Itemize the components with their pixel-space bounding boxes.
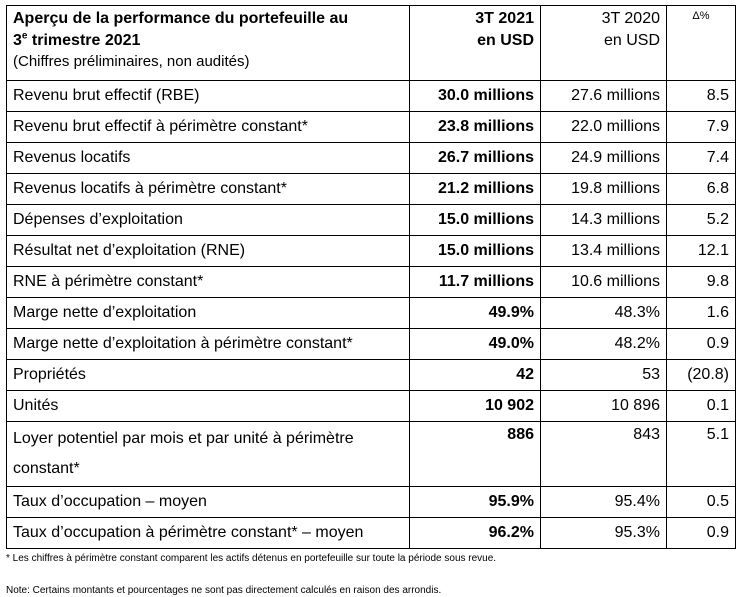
table-row: Marge nette d’exploitation à périmètre c…	[6, 328, 736, 360]
row-delta-value: 5.2	[666, 204, 736, 236]
row-previous-value: 10.6 millions	[540, 266, 667, 298]
row-previous-value: 48.2%	[540, 328, 667, 360]
previous-currency-label: en USD	[603, 32, 660, 49]
current-currency-label: en USD	[477, 32, 534, 49]
row-delta-value: (20.8)	[666, 359, 736, 391]
column-header-previous: 3T 2020 en USD	[540, 5, 667, 81]
row-delta-value: 5.1	[666, 421, 736, 487]
row-previous-value: 24.9 millions	[540, 142, 667, 174]
row-current-value: 49.0%	[409, 328, 541, 360]
table-row: Taux d’occupation à périmètre constant* …	[6, 517, 736, 549]
row-previous-value: 48.3%	[540, 297, 667, 329]
row-previous-value: 53	[540, 359, 667, 391]
row-label: Revenus locatifs	[6, 142, 410, 174]
row-label: Taux d’occupation à périmètre constant* …	[6, 517, 410, 549]
row-previous-value: 13.4 millions	[540, 235, 667, 267]
row-label: Marge nette d’exploitation	[6, 297, 410, 329]
row-label: RNE à périmètre constant*	[6, 266, 410, 298]
row-current-value: 23.8 millions	[409, 111, 541, 143]
row-previous-value: 95.4%	[540, 486, 667, 518]
row-label-line-1: Loyer potentiel par mois et par unité à …	[13, 430, 354, 447]
row-label: Revenu brut effectif à périmètre constan…	[6, 111, 410, 143]
row-previous-value: 19.8 millions	[540, 173, 667, 205]
title-quarter-number: 3	[13, 32, 22, 49]
table-row: Revenus locatifs 26.7 millions 24.9 mill…	[6, 142, 736, 174]
row-label-line-2: constant*	[13, 460, 80, 477]
row-current-value: 21.2 millions	[409, 173, 541, 205]
row-previous-value: 10 896	[540, 390, 667, 422]
current-period-label: 3T 2021	[475, 10, 534, 27]
table-row: Unités 10 902 10 896 0.1	[6, 390, 736, 422]
row-delta-value: 0.9	[666, 328, 736, 360]
table-row: Taux d’occupation – moyen 95.9% 95.4% 0.…	[6, 486, 736, 518]
table-row: RNE à périmètre constant* 11.7 millions …	[6, 266, 736, 298]
table-row: Revenu brut effectif à périmètre constan…	[6, 111, 736, 143]
row-current-value: 11.7 millions	[409, 266, 541, 298]
previous-period-label: 3T 2020	[601, 10, 660, 27]
row-label: Propriétés	[6, 359, 410, 391]
row-delta-value: 8.5	[666, 80, 736, 112]
row-label: Unités	[6, 390, 410, 422]
table-header-row: Aperçu de la performance du portefeuille…	[6, 5, 736, 81]
row-delta-value: 12.1	[666, 235, 736, 267]
row-delta-value: 0.5	[666, 486, 736, 518]
table-row: Marge nette d’exploitation 49.9% 48.3% 1…	[6, 297, 736, 329]
table-title: Aperçu de la performance du portefeuille…	[13, 8, 403, 52]
row-delta-value: 0.9	[666, 517, 736, 549]
row-previous-value: 843	[540, 421, 667, 487]
table-row: Propriétés 42 53 (20.8)	[6, 359, 736, 391]
table-title-cell: Aperçu de la performance du portefeuille…	[6, 5, 410, 81]
row-current-value: 96.2%	[409, 517, 541, 549]
footnote-constant-perimeter: * Les chiffres à périmètre constant comp…	[6, 553, 497, 564]
row-previous-value: 27.6 millions	[540, 80, 667, 112]
row-current-value: 15.0 millions	[409, 204, 541, 236]
row-delta-value: 7.4	[666, 142, 736, 174]
row-current-value: 886	[409, 421, 541, 487]
table-row: Résultat net d’exploitation (RNE) 15.0 m…	[6, 235, 736, 267]
table-row: Dépenses d’exploitation 15.0 millions 14…	[6, 204, 736, 236]
row-current-value: 10 902	[409, 390, 541, 422]
row-current-value: 26.7 millions	[409, 142, 541, 174]
table-row: Loyer potentiel par mois et par unité à …	[6, 421, 736, 487]
row-previous-value: 95.3%	[540, 517, 667, 549]
row-label: Marge nette d’exploitation à périmètre c…	[6, 328, 410, 360]
row-delta-value: 6.8	[666, 173, 736, 205]
row-current-value: 30.0 millions	[409, 80, 541, 112]
row-label: Revenus locatifs à périmètre constant*	[6, 173, 410, 205]
portfolio-performance-document: Aperçu de la performance du portefeuille…	[6, 5, 736, 597]
row-current-value: 42	[409, 359, 541, 391]
row-current-value: 95.9%	[409, 486, 541, 518]
row-label: Dépenses d’exploitation	[6, 204, 410, 236]
title-line-1: Aperçu de la performance du portefeuille…	[13, 10, 349, 27]
title-line-2: trimestre 2021	[27, 32, 141, 49]
column-header-current: 3T 2021 en USD	[409, 5, 541, 81]
row-current-value: 49.9%	[409, 297, 541, 329]
title-quarter-suffix: e	[21, 30, 28, 42]
table-subtitle: (Chiffres préliminaires, non audités)	[13, 53, 250, 70]
row-delta-value: 9.8	[666, 266, 736, 298]
row-label: Revenu brut effectif (RBE)	[6, 80, 410, 112]
row-delta-value: 0.1	[666, 390, 736, 422]
table-row: Revenus locatifs à périmètre constant* 2…	[6, 173, 736, 205]
column-header-delta: Δ%	[666, 5, 736, 81]
row-label: Taux d’occupation – moyen	[6, 486, 410, 518]
row-previous-value: 14.3 millions	[540, 204, 667, 236]
table-row: Revenu brut effectif (RBE) 30.0 millions…	[6, 80, 736, 112]
row-label: Loyer potentiel par mois et par unité à …	[6, 421, 410, 487]
row-delta-value: 7.9	[666, 111, 736, 143]
row-current-value: 15.0 millions	[409, 235, 541, 267]
row-delta-value: 1.6	[666, 297, 736, 329]
row-label: Résultat net d’exploitation (RNE)	[6, 235, 410, 267]
footnote-rounding: Note: Certains montants et pourcentages …	[6, 585, 442, 596]
row-previous-value: 22.0 millions	[540, 111, 667, 143]
portfolio-performance-table: Aperçu de la performance du portefeuille…	[6, 5, 736, 549]
